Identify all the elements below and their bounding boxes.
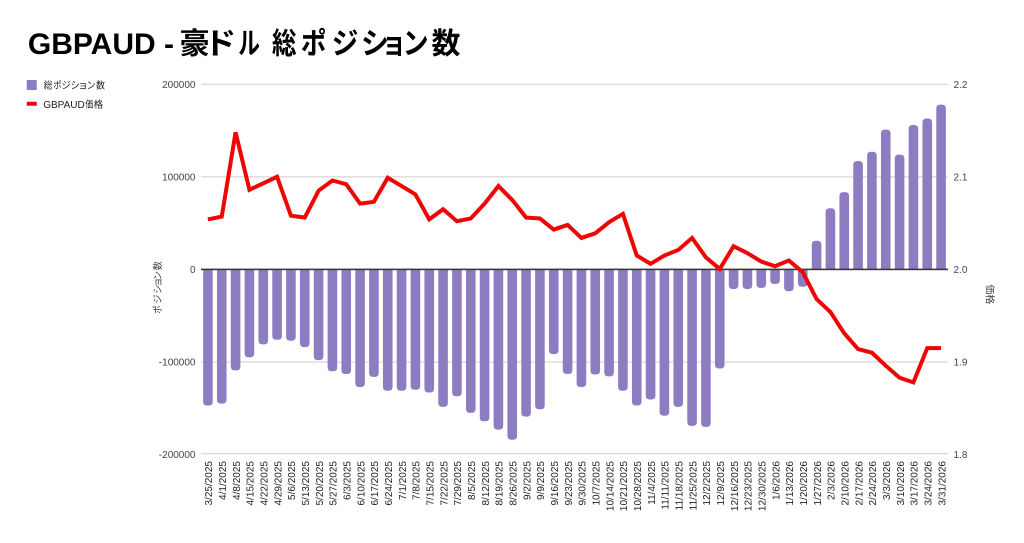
svg-text:12/23/2025: 12/23/2025 [744, 461, 755, 511]
svg-text:1/6/2026: 1/6/2026 [771, 461, 782, 500]
svg-text:11/25/2025: 11/25/2025 [688, 461, 699, 511]
svg-text:9/9/2025: 9/9/2025 [536, 461, 547, 500]
svg-text:2.0: 2.0 [954, 265, 968, 276]
svg-text:8/26/2025: 8/26/2025 [509, 461, 520, 506]
svg-text:3/25/2025: 3/25/2025 [204, 461, 215, 506]
svg-text:1/20/2026: 1/20/2026 [799, 461, 810, 506]
svg-text:2.2: 2.2 [954, 80, 968, 91]
svg-text:1.8: 1.8 [954, 450, 968, 461]
svg-text:4/15/2025: 4/15/2025 [246, 461, 257, 506]
svg-text:12/2/2025: 12/2/2025 [702, 461, 713, 506]
svg-text:200000: 200000 [162, 80, 196, 91]
svg-text:2/3/2026: 2/3/2026 [827, 461, 838, 500]
svg-text:6/24/2025: 6/24/2025 [384, 461, 395, 506]
svg-text:GBPAUD -: GBPAUD - [28, 28, 174, 61]
svg-text:9/16/2025: 9/16/2025 [550, 461, 561, 506]
svg-text:7/8/2025: 7/8/2025 [412, 461, 423, 500]
svg-text:2/24/2026: 2/24/2026 [868, 461, 879, 506]
svg-text:5/13/2025: 5/13/2025 [301, 461, 312, 506]
svg-text:-100000: -100000 [159, 358, 196, 369]
svg-text:4/1/2025: 4/1/2025 [218, 461, 229, 500]
svg-text:4/8/2025: 4/8/2025 [232, 461, 243, 500]
svg-text:2.1: 2.1 [954, 172, 968, 183]
svg-text:7/15/2025: 7/15/2025 [426, 461, 437, 506]
svg-text:11/18/2025: 11/18/2025 [675, 461, 686, 511]
svg-text:2/17/2026: 2/17/2026 [854, 461, 865, 506]
svg-text:1.9: 1.9 [954, 358, 968, 369]
svg-text:GBPAUD: GBPAUD [43, 100, 84, 111]
svg-text:11/4/2025: 11/4/2025 [647, 461, 658, 505]
svg-text:-200000: -200000 [159, 450, 196, 461]
svg-text:12/9/2025: 12/9/2025 [716, 461, 727, 506]
svg-text:7/1/2025: 7/1/2025 [398, 461, 409, 500]
svg-text:5/6/2025: 5/6/2025 [287, 461, 298, 500]
svg-text:8/5/2025: 8/5/2025 [467, 461, 478, 500]
svg-text:8/12/2025: 8/12/2025 [481, 461, 492, 506]
svg-text:3/24/2026: 3/24/2026 [924, 461, 935, 506]
svg-text:6/17/2025: 6/17/2025 [370, 461, 381, 506]
svg-text:10/28/2025: 10/28/2025 [633, 461, 644, 511]
svg-text:6/3/2025: 6/3/2025 [343, 461, 354, 500]
svg-text:5/27/2025: 5/27/2025 [329, 461, 340, 506]
svg-text:4/22/2025: 4/22/2025 [260, 461, 271, 506]
svg-text:7/29/2025: 7/29/2025 [453, 461, 464, 506]
svg-text:12/30/2025: 12/30/2025 [758, 461, 769, 511]
svg-text:100000: 100000 [162, 172, 196, 183]
svg-text:10/21/2025: 10/21/2025 [619, 461, 630, 511]
svg-text:1/27/2026: 1/27/2026 [813, 461, 824, 506]
svg-text:12/16/2025: 12/16/2025 [730, 461, 741, 511]
svg-text:3/31/2026: 3/31/2026 [937, 461, 948, 506]
svg-text:3/3/2026: 3/3/2026 [882, 461, 893, 500]
svg-text:3/17/2026: 3/17/2026 [910, 461, 921, 506]
svg-text:9/23/2025: 9/23/2025 [564, 461, 575, 506]
svg-text:10/7/2025: 10/7/2025 [592, 461, 603, 506]
svg-text:5/20/2025: 5/20/2025 [315, 461, 326, 506]
svg-text:3/10/2026: 3/10/2026 [896, 461, 907, 506]
svg-text:8/19/2025: 8/19/2025 [495, 461, 506, 506]
svg-text:10/14/2025: 10/14/2025 [605, 461, 616, 511]
svg-text:4/29/2025: 4/29/2025 [273, 461, 284, 506]
svg-text:11/11/2025: 11/11/2025 [661, 461, 672, 510]
svg-text:1/13/2026: 1/13/2026 [785, 461, 796, 506]
svg-text:9/2/2025: 9/2/2025 [522, 461, 533, 500]
svg-text:0: 0 [190, 265, 196, 276]
svg-text:7/22/2025: 7/22/2025 [439, 461, 450, 506]
svg-text:2/10/2026: 2/10/2026 [841, 461, 852, 506]
svg-text:6/10/2025: 6/10/2025 [356, 461, 367, 506]
svg-text:9/30/2025: 9/30/2025 [578, 461, 589, 506]
